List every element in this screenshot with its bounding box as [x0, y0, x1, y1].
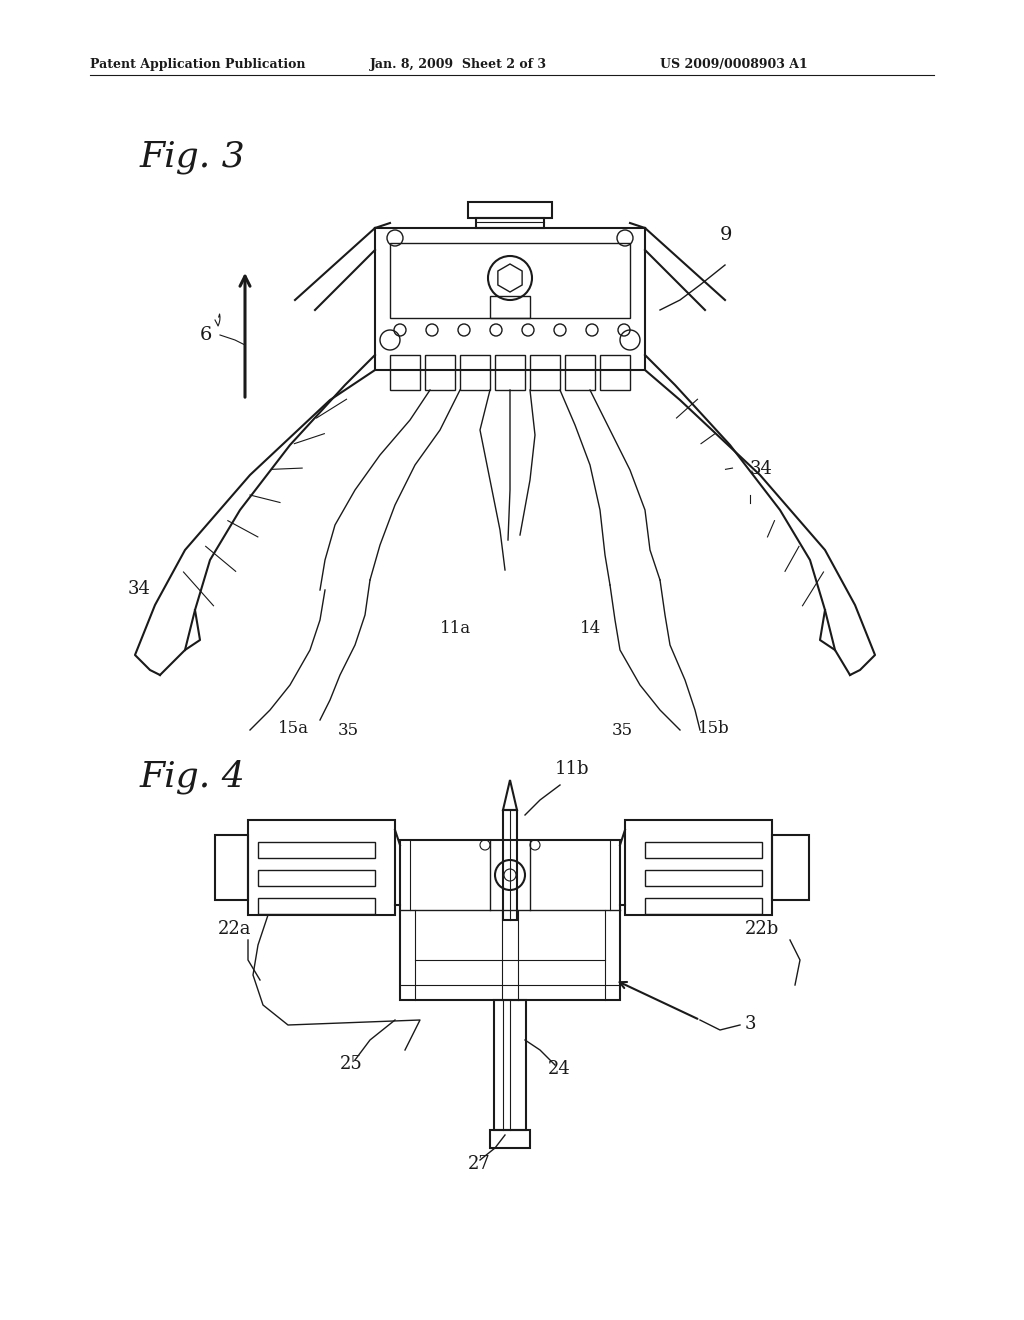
Text: 6: 6: [200, 326, 212, 345]
Text: 15b: 15b: [698, 719, 730, 737]
Text: 25: 25: [340, 1055, 362, 1073]
Text: 15a: 15a: [278, 719, 309, 737]
Text: 34: 34: [750, 459, 773, 478]
Text: 9: 9: [720, 226, 732, 244]
Text: 22a: 22a: [218, 920, 252, 939]
Text: 22b: 22b: [745, 920, 779, 939]
Text: US 2009/0008903 A1: US 2009/0008903 A1: [660, 58, 808, 71]
Text: 11a: 11a: [440, 620, 471, 638]
Text: 27: 27: [468, 1155, 490, 1173]
Text: Patent Application Publication: Patent Application Publication: [90, 58, 305, 71]
Text: 3: 3: [745, 1015, 757, 1034]
Text: 34: 34: [128, 579, 151, 598]
Text: Fig. 4: Fig. 4: [140, 760, 246, 795]
Text: 11b: 11b: [555, 760, 590, 777]
Text: 35: 35: [612, 722, 633, 739]
Text: Fig. 3: Fig. 3: [140, 140, 246, 174]
Text: 35: 35: [338, 722, 359, 739]
Text: 24: 24: [548, 1060, 570, 1078]
Text: 14: 14: [580, 620, 601, 638]
Text: Jan. 8, 2009  Sheet 2 of 3: Jan. 8, 2009 Sheet 2 of 3: [370, 58, 547, 71]
